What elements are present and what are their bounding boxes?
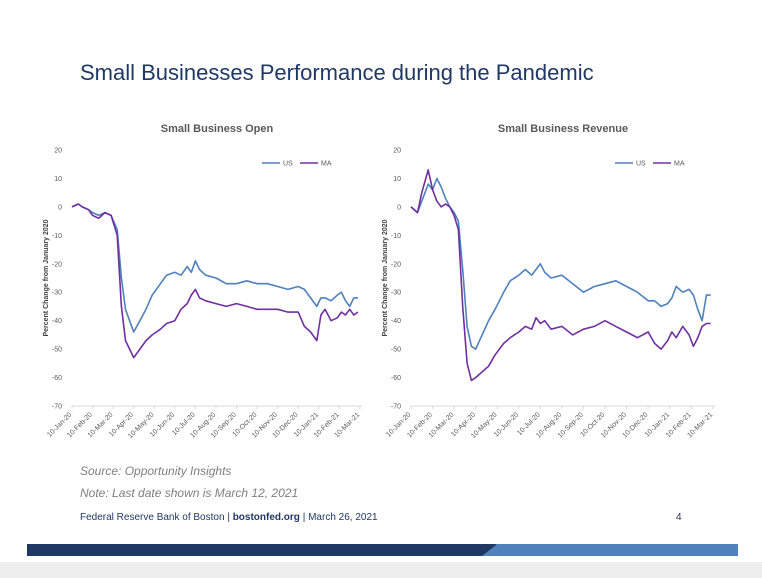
series-line-us [410, 177, 711, 350]
footer-site: bostonfed.org [232, 512, 300, 523]
legend-label-ma: MA [321, 161, 332, 168]
y-tick-label: -60 [391, 375, 401, 382]
y-tick-label: -40 [52, 318, 62, 325]
chart-title: Small Business Revenue [498, 123, 628, 135]
y-tick-label: -70 [52, 404, 62, 411]
y-tick-label: -10 [391, 233, 401, 240]
y-tick-label: -40 [391, 318, 401, 325]
footer-separator-1: | [227, 512, 233, 523]
y-axis-label: Percent Change from January 2020 [382, 219, 389, 336]
source-note: Source: Opportunity Insights [80, 464, 232, 478]
y-tick-label: 20 [54, 148, 62, 155]
y-tick-label: -10 [52, 233, 62, 240]
chart-title: Small Business Open [161, 123, 274, 135]
series-line-ma [71, 203, 359, 359]
y-tick-label: -20 [52, 261, 62, 268]
footer-org: Federal Reserve Bank of Boston [80, 512, 225, 523]
y-tick-label: -20 [391, 261, 401, 268]
series-line-us [71, 203, 358, 333]
legend-label-ma: MA [674, 161, 685, 168]
y-tick-label: 10 [393, 176, 401, 183]
legend-label-us: US [636, 161, 646, 168]
date-note: Note: Last date shown is March 12, 2021 [80, 486, 299, 500]
y-tick-label: 20 [393, 148, 401, 155]
y-tick-label: -50 [52, 347, 62, 354]
y-tick-label: -50 [391, 347, 401, 354]
footer-bar-dark [27, 544, 497, 556]
y-tick-label: -70 [391, 404, 401, 411]
chart-small-business-revenue: Small Business Revenue Percent Change fro… [382, 123, 715, 440]
y-tick-label: 0 [58, 204, 62, 211]
chart-small-business-open: Small Business Open Percent Change from J… [43, 123, 362, 440]
slide-title: Small Businesses Performance during the … [80, 60, 594, 85]
footer-bar-light [482, 544, 738, 556]
footer-separator-2: | [302, 512, 309, 523]
legend-label-us: US [283, 161, 293, 168]
series-line-ma [410, 169, 711, 382]
footer-date: March 26, 2021 [308, 512, 378, 523]
bottom-band [0, 562, 762, 578]
footer: Federal Reserve Bank of Boston | bostonf… [80, 512, 378, 523]
y-tick-label: -60 [52, 375, 62, 382]
y-axis-label: Percent Change from January 2020 [43, 219, 50, 336]
y-tick-label: 10 [54, 176, 62, 183]
y-tick-label: -30 [391, 290, 401, 297]
y-tick-label: 0 [397, 204, 401, 211]
y-tick-label: -30 [52, 290, 62, 297]
page-number: 4 [676, 512, 682, 523]
